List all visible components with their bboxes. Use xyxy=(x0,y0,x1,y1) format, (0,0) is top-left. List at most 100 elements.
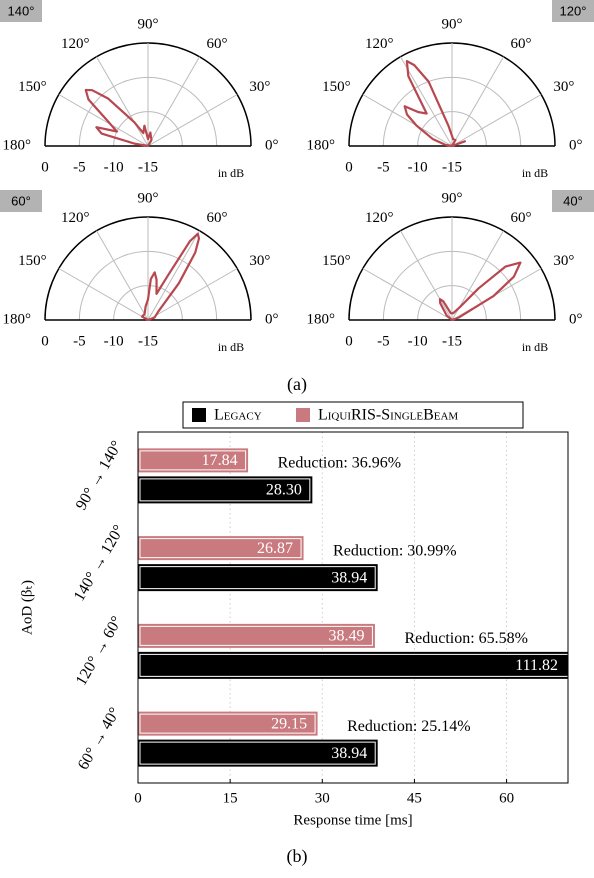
theta-tick-label: 30° xyxy=(553,253,574,269)
bar xyxy=(138,536,304,561)
value-label: 38.49 xyxy=(328,628,364,645)
legend-label: LiquiRIS-SingleBeam xyxy=(318,407,458,424)
theta-tick-label: 90° xyxy=(442,190,463,206)
theta-tick-label: 180° xyxy=(307,137,336,153)
tag-box xyxy=(552,0,594,22)
r-tick-label: 0 xyxy=(345,159,353,175)
bar-inner xyxy=(139,538,302,559)
r-tick-label: -10 xyxy=(408,159,428,175)
theta-tick-label: 60° xyxy=(511,36,532,52)
theta-tick-label: 60° xyxy=(207,210,228,226)
theta-tick-label: 90° xyxy=(138,16,159,32)
tag: 140° xyxy=(8,3,35,18)
bar xyxy=(138,739,378,767)
r-tick-label: -5 xyxy=(73,159,86,175)
r-axis-label: in dB xyxy=(218,340,244,354)
tag: 60° xyxy=(11,193,31,208)
y-tick-label: 90° → 140° xyxy=(73,438,126,513)
value-label: 38.94 xyxy=(331,745,367,762)
r-tick-label: -10 xyxy=(408,333,428,349)
annotation: Reduction: 25.14% xyxy=(347,718,471,735)
theta-tick-label: 120° xyxy=(365,210,394,226)
pattern-line xyxy=(438,261,522,322)
spoke xyxy=(58,268,149,321)
theta-tick-label: 150° xyxy=(18,79,47,95)
theta-tick-label: 30° xyxy=(553,79,574,95)
plot-frame xyxy=(137,431,569,784)
tag-box xyxy=(552,190,594,212)
value-label: 26.87 xyxy=(257,540,293,557)
theta-tick-label: 0° xyxy=(265,311,279,327)
bar xyxy=(138,623,375,648)
bar xyxy=(138,651,568,679)
theta-tick-label: 30° xyxy=(249,79,270,95)
spoke xyxy=(96,56,149,147)
r-tick-label: -15 xyxy=(442,333,462,349)
spoke xyxy=(147,94,238,147)
r-axis-label: in dB xyxy=(522,166,548,180)
bar-inner xyxy=(139,713,316,734)
pattern-line xyxy=(84,88,153,148)
theta-tick-label: 30° xyxy=(249,253,270,269)
y-tick-label: 60° → 40° xyxy=(75,705,124,773)
spoke xyxy=(451,56,504,147)
theta-tick-label: 150° xyxy=(18,253,47,269)
spoke xyxy=(147,230,200,321)
bar-inner xyxy=(139,478,311,502)
spoke xyxy=(96,230,149,321)
annotation: Reduction: 65.58% xyxy=(404,630,528,647)
spoke xyxy=(400,56,453,147)
annotation: Reduction: 30.99% xyxy=(333,542,457,559)
r-tick-label: -10 xyxy=(104,159,124,175)
legend-box xyxy=(182,401,524,429)
y-axis-label: AoD (βₜ) xyxy=(19,580,35,635)
bar xyxy=(138,476,313,504)
r-tick-label: 0 xyxy=(345,333,353,349)
theta-tick-label: 120° xyxy=(61,210,90,226)
theta-tick-label: 180° xyxy=(3,311,32,327)
r-tick-label: 0 xyxy=(41,159,49,175)
value-label: 28.30 xyxy=(266,482,302,499)
spoke xyxy=(400,230,453,321)
theta-tick-label: 150° xyxy=(322,79,351,95)
theta-tick-label: 90° xyxy=(442,16,463,32)
theta-tick-label: 120° xyxy=(61,36,90,52)
theta-tick-label: 150° xyxy=(322,253,351,269)
caption: (b) xyxy=(287,846,308,867)
r-tick-label: -5 xyxy=(73,333,86,349)
bar-inner xyxy=(139,566,376,590)
r-tick-label: -15 xyxy=(138,333,158,349)
theta-tick-label: 180° xyxy=(3,137,32,153)
pattern-line xyxy=(403,60,467,148)
value-label: 17.84 xyxy=(202,452,238,469)
tag: 40° xyxy=(563,193,583,208)
spoke xyxy=(362,94,453,147)
r-axis-label: in dB xyxy=(522,340,548,354)
r-axis-label: in dB xyxy=(218,166,244,180)
bar-inner xyxy=(139,625,373,646)
bar-inner xyxy=(139,741,376,765)
spoke xyxy=(451,94,542,147)
theta-tick-label: 0° xyxy=(569,137,583,153)
pattern-line xyxy=(140,232,201,322)
tag: 120° xyxy=(560,3,587,18)
r-tick-label: -5 xyxy=(377,159,390,175)
spoke xyxy=(58,94,149,147)
theta-tick-label: 120° xyxy=(365,36,394,52)
theta-tick-label: 0° xyxy=(265,137,279,153)
caption: (a) xyxy=(287,374,307,395)
bars xyxy=(138,448,568,767)
theta-tick-label: 180° xyxy=(307,311,336,327)
x-tick-label: 60 xyxy=(499,790,514,806)
y-tick-label: 140° → 120° xyxy=(71,522,128,604)
annotation: Reduction: 36.96% xyxy=(278,455,402,472)
x-tick-label: 30 xyxy=(315,790,330,806)
bar-inner xyxy=(139,653,568,677)
legend-swatch xyxy=(192,408,206,422)
value-label: 111.82 xyxy=(515,657,558,674)
theta-tick-label: 60° xyxy=(207,36,228,52)
bar xyxy=(138,448,249,473)
theta-tick-label: 0° xyxy=(569,311,583,327)
r-tick-label: -15 xyxy=(138,159,158,175)
